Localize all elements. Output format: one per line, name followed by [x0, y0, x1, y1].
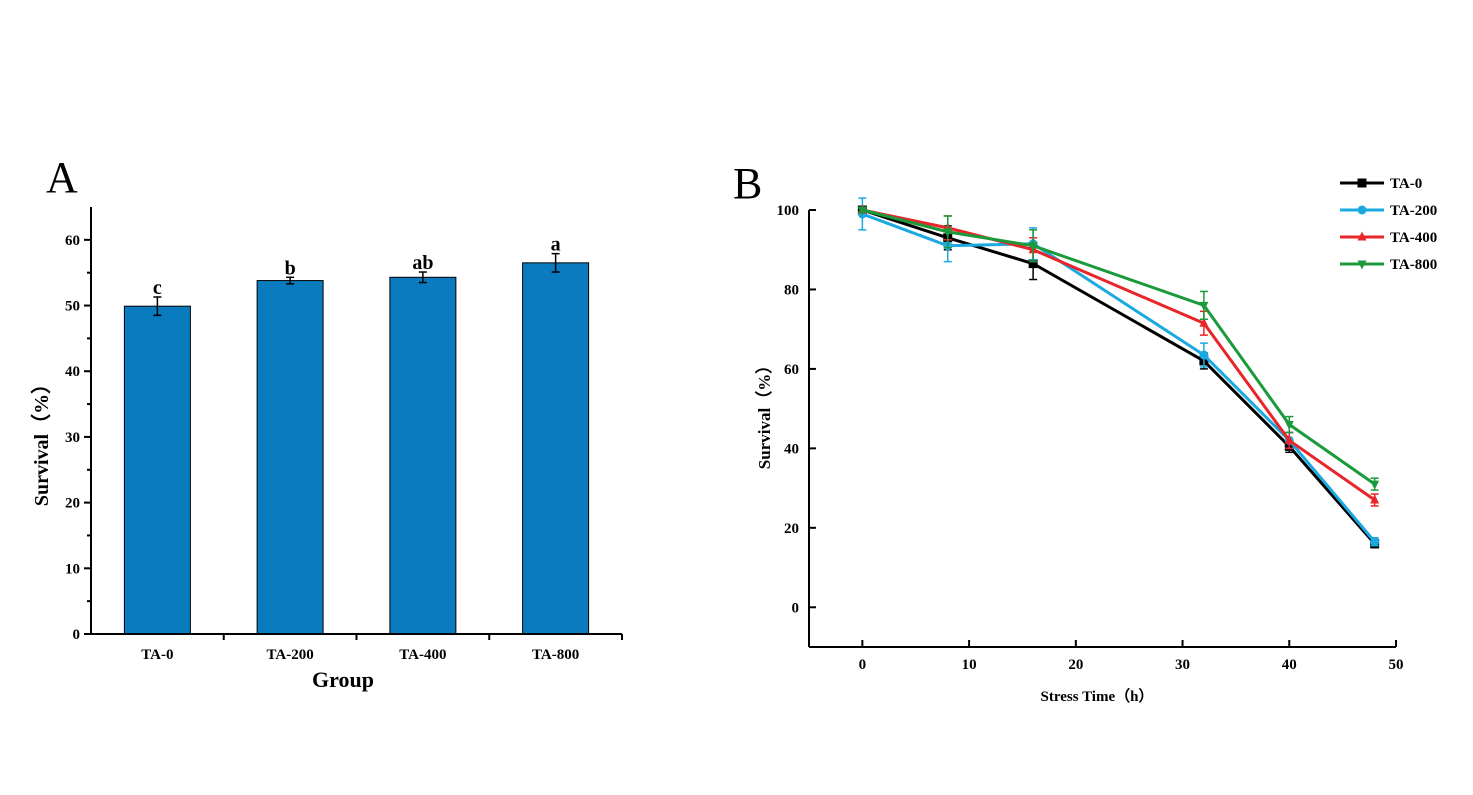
- marker-TA-0: [1028, 259, 1038, 269]
- marker-TA-800: [1028, 242, 1038, 252]
- panel-b-y-tick-label: 40: [784, 441, 799, 457]
- marker-TA-200: [1370, 537, 1380, 547]
- marker-TA-400: [1370, 494, 1380, 504]
- panel-a-label: A: [46, 153, 78, 202]
- panel-b-y-tick-label: 100: [777, 203, 800, 219]
- panel-b-y-tick-label: 20: [784, 521, 799, 537]
- legend-marker-TA-200: [1357, 205, 1367, 215]
- panel-a-y-tick-label: 10: [65, 561, 80, 577]
- bar-TA-400: [389, 276, 457, 635]
- panel-b-x-ticks: 0 10 20 30 40 50: [859, 640, 1404, 673]
- panel-a-y-tick-label: 40: [65, 364, 80, 380]
- legend-marker-TA-0: [1357, 178, 1367, 188]
- panel-b-y-axis-label: Survival（%）: [754, 357, 774, 469]
- legend-label-TA-200: TA-200: [1390, 203, 1437, 219]
- panel-b-x-tick-label: 50: [1389, 657, 1404, 673]
- legend-label-TA-0: TA-0: [1390, 176, 1422, 192]
- panel-b-series: [857, 197, 1380, 549]
- marker-TA-400: [1199, 317, 1209, 327]
- panel-a-x-tick-label: TA-0: [141, 647, 173, 663]
- panel-b-label: B: [733, 159, 762, 208]
- panel-b-x-tick-label: 20: [1068, 657, 1083, 673]
- significance-label-TA-400: ab: [412, 252, 433, 274]
- marker-TA-800: [1284, 421, 1294, 431]
- panel-b-x-tick-label: 40: [1282, 657, 1297, 673]
- panel-a-x-tick-label: TA-200: [267, 647, 314, 663]
- panel-a-y-ticks: 0 10 20 30 40 50 60: [65, 233, 91, 643]
- bar-TA-800: [522, 262, 590, 635]
- panel-b-legend: TA-0 TA-200 TA-400 TA-800: [1340, 176, 1437, 273]
- line-TA-0: [861, 208, 1376, 545]
- bar-TA-0: [123, 305, 191, 635]
- line-TA-400: [862, 208, 1376, 502]
- series-TA-200: [857, 197, 1380, 547]
- panel-a-x-ticks: TA-0 TA-200 TA-400 TA-800: [141, 634, 623, 663]
- panel-a-x-tick-label: TA-800: [532, 647, 579, 663]
- panel-b-y-ticks: 0 20 40 60 80 100: [777, 203, 816, 616]
- panel-a-x-axis-label: Group: [312, 667, 374, 692]
- panel-b-y-tick-label: 60: [784, 362, 799, 378]
- legend-marker-TA-400: [1357, 231, 1367, 241]
- significance-label-TA-800: a: [551, 234, 561, 256]
- marker-TA-200: [1199, 350, 1209, 360]
- panel-b-x-axis-label: Stress Time（h）: [1041, 687, 1154, 705]
- legend-label-TA-400: TA-400: [1390, 230, 1437, 246]
- marker-TA-800: [1370, 480, 1380, 490]
- panel-a-y-tick-label: 20: [65, 496, 80, 512]
- panel-b-y-tick-label: 80: [784, 282, 799, 298]
- panel-b: B 0 20 40 60 80 100 0 10 20 30 40 50 Stress Time（h…: [733, 159, 1437, 705]
- significance-label-TA-200: b: [285, 257, 296, 279]
- panel-a-y-tick-label: 50: [65, 299, 80, 315]
- panel-a-y-tick-label: 30: [65, 430, 80, 446]
- panel-a-y-tick-label: 60: [65, 233, 80, 249]
- panel-b-x-tick-label: 30: [1175, 657, 1190, 673]
- panel-b-y-tick-label: 0: [792, 600, 800, 616]
- panel-b-x-tick-label: 0: [859, 657, 867, 673]
- panel-a-x-tick-label: TA-400: [399, 647, 446, 663]
- line-TA-800: [861, 208, 1376, 486]
- series-TA-0: [857, 205, 1380, 549]
- panel-a-bars: c b ab a: [123, 234, 590, 635]
- marker-TA-400: [1284, 434, 1294, 444]
- panel-a-y-axis-label: Survival（%）: [30, 374, 53, 506]
- panel-a-y-tick-label: 0: [73, 627, 81, 643]
- legend-label-TA-800: TA-800: [1390, 257, 1437, 273]
- bar-TA-200: [256, 280, 324, 635]
- panel-b-x-tick-label: 10: [962, 657, 977, 673]
- marker-TA-800: [857, 206, 867, 216]
- legend-marker-TA-800: [1357, 260, 1367, 270]
- line-TA-200: [861, 212, 1376, 543]
- significance-label-TA-0: c: [153, 277, 162, 299]
- series-TA-800: [857, 206, 1380, 491]
- marker-TA-800: [1199, 301, 1209, 311]
- marker-TA-800: [943, 228, 953, 238]
